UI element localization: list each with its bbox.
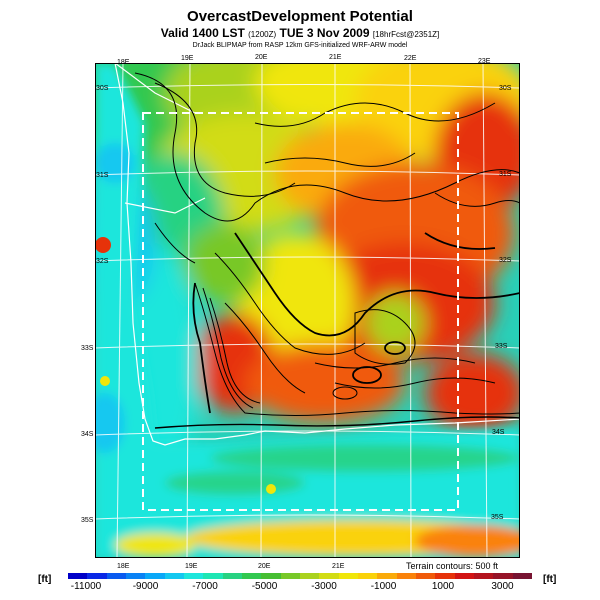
graticule (95, 63, 520, 558)
colorbar-tick-label: -11000 (70, 581, 102, 592)
overcast-map (95, 63, 520, 558)
colorbar (68, 573, 533, 579)
colorbar-swatch (358, 573, 378, 579)
colorbar-swatch (319, 573, 340, 579)
colorbar-tick-label: -5000 (251, 581, 278, 592)
colorbar-unit-right: [ft] (543, 574, 557, 585)
top-lon-label: 23E (478, 58, 491, 65)
left-lat-label: 32S (96, 258, 109, 265)
sea-colors (95, 63, 520, 558)
top-lon-label: 19E (181, 55, 194, 62)
colorbar-swatch (493, 573, 514, 579)
left-lat-label: 34S (81, 431, 94, 438)
bottom-lon-label: 18E (117, 563, 130, 570)
colorbar-swatch (416, 573, 436, 579)
colorbar-swatch (435, 573, 456, 579)
colorbar-unit-left: [ft] (38, 574, 52, 585)
colorbar-swatch (222, 573, 243, 579)
top-lon-label: 21E (329, 54, 342, 61)
right-lat-label: 35S (491, 514, 504, 521)
colorbar-tick-label: 1000 (431, 581, 455, 592)
colorbar-swatch (126, 573, 146, 579)
top-lon-label: 20E (255, 54, 268, 61)
colorbar-swatch (87, 573, 108, 579)
valid-main: Valid 1400 LST (160, 26, 245, 40)
colorbar-swatch (261, 573, 282, 579)
right-lat-label: 31S (499, 171, 512, 178)
map-title: OvercastDevelopment Potential (187, 8, 413, 25)
colorbar-swatch (377, 573, 398, 579)
colorbar-tick-label: 3000 (491, 581, 514, 592)
terrain-contours (134, 72, 520, 429)
right-lat-label: 34S (492, 429, 505, 436)
colorbar-swatch (145, 573, 166, 579)
colorbar-swatch (203, 573, 224, 579)
valid-forecast: [18hrFcst@2351Z] (372, 30, 440, 39)
colorbar-swatch (68, 573, 88, 579)
colorbar-swatch (454, 573, 475, 579)
valid-time: Valid 1400 LST (1200Z) TUE 3 Nov 2009 [1… (0, 26, 600, 40)
inner-domain-box (142, 112, 459, 511)
colorbar-swatch (106, 573, 127, 579)
left-lat-label: 35S (81, 517, 94, 524)
left-lat-label: 30S (96, 85, 109, 92)
colorbar-swatch (164, 573, 185, 579)
valid-date: TUE 3 Nov 2009 (279, 26, 370, 40)
colorbar-swatch (242, 573, 262, 579)
colorbar-tick-label: -7000 (192, 581, 218, 592)
colorbar-swatch (512, 573, 533, 579)
colorbar-tick-label: -9000 (132, 581, 159, 592)
right-lat-label: 30S (499, 85, 512, 92)
terrain-contour-note: Terrain contours: 500 ft (405, 561, 498, 571)
coastline (114, 63, 520, 446)
colorbar-tick-label: -3000 (311, 581, 337, 592)
bottom-lon-label: 21E (332, 563, 345, 570)
bottom-lon-label: 19E (185, 563, 198, 570)
colorbar-swatch (280, 573, 301, 579)
left-lat-label: 31S (96, 172, 109, 179)
map-panel[interactable]: 18E 19E 20E 21E 22E 23E 18E 19E 20E 21E … (81, 54, 520, 570)
colorbar-tick-label: -1000 (370, 581, 397, 592)
map-subtitle: DrJack BLIPMAP from RASP 12km GFS-initia… (192, 42, 408, 49)
top-lon-label: 22E (404, 55, 417, 62)
bottom-lon-label: 20E (258, 563, 271, 570)
colorbar-swatch (396, 573, 417, 579)
left-lat-label: 33S (81, 345, 94, 352)
colorbar-swatch (474, 573, 494, 579)
right-lat-label: 32S (499, 257, 512, 264)
valid-code: (1200Z) (248, 30, 277, 39)
colorbar-swatch (300, 573, 320, 579)
top-lon-label: 18E (117, 59, 130, 66)
right-lat-label: 33S (495, 343, 508, 350)
colorbar-swatch (338, 573, 359, 579)
colorbar-swatch (184, 573, 204, 579)
